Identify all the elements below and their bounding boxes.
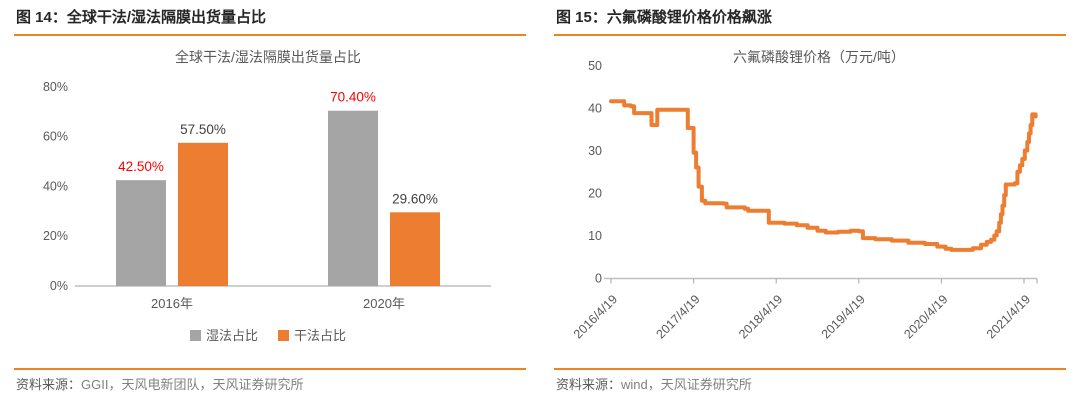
bar-2016年-干法占比 [178,142,228,286]
figure-14-panel: 图 14：全球干法/湿法隔膜出货量占比 全球干法/湿法隔膜出货量占比 0% 20% 4… [14,9,526,400]
x-axis-date-label: 2016/4/19 [571,292,620,341]
x-axis-category-label: 2020年 [363,296,405,311]
y-axis-tick-label: 0 [595,272,602,286]
y-axis-tick-label: 40% [43,179,68,193]
lipf6-price-line-chart: 六氟磷酸锂价格（万元/吨） 0 10 20 30 40 50 2016/4/19 2017/4/… [571,49,1038,341]
bar-value-label: 42.50% [118,159,164,174]
y-axis-tick-label: 20% [43,229,68,243]
bar-2016年-湿法占比 [116,180,166,286]
bar-2020年-干法占比 [390,212,440,286]
bar-value-label: 70.40% [330,90,376,105]
y-axis-tick-label: 40 [588,102,602,116]
wet-dry-separator-bar-chart: 全球干法/湿法隔膜出货量占比 0% 20% 40% 60% 80% 42.50% 70.40%… [43,49,491,343]
x-axis-date-label: 2018/4/19 [736,292,785,341]
figure-15-header: 图 15：六氟磷酸锂价格价格飙涨 [556,9,772,26]
figure-15-panel: 图 15：六氟磷酸锂价格价格飙涨 六氟磷酸锂价格（万元/吨） 0 10 20 30 40 5… [540,0,1080,400]
figure-14-header-rule [14,34,526,36]
source-text: wind，天风证券研究所 [621,377,752,392]
source-label: 资料来源： [16,377,82,392]
x-axis-date-label: 2017/4/19 [654,292,703,341]
bar-value-label: 57.50% [180,122,226,137]
y-axis-tick-label: 10 [588,229,602,243]
figure-14-source: 资料来源：GGII，天风电新团队，天风证券研究所 [14,368,526,400]
source-label: 资料来源： [556,377,622,392]
x-axis-date-label: 2021/4/19 [984,292,1033,341]
bar-2020年-湿法占比 [328,110,378,286]
y-axis-tick-label: 50 [588,59,602,73]
bar-chart-container: 全球干法/湿法隔膜出货量占比 0% 20% 40% 60% 80% 42.50% 70.40%… [14,36,526,368]
x-axis-date-label: 2020/4/19 [901,292,950,341]
y-axis-tick-label: 60% [43,130,68,144]
legend-label: 湿法占比 [206,328,258,343]
line-chart-title: 六氟磷酸锂价格（万元/吨） [733,49,905,65]
legend-swatch [278,330,289,341]
x-axis-date-label: 2019/4/19 [819,292,868,341]
line-chart-container: 六氟磷酸锂价格（万元/吨） 0 10 20 30 40 50 2016/4/19 2017/4/… [554,36,1066,368]
lipf6-price-line [609,99,1038,252]
figure-14-header: 图 14：全球干法/湿法隔膜出货量占比 [16,9,267,26]
bar-chart-title: 全球干法/湿法隔膜出货量占比 [175,49,361,65]
x-axis-category-label: 2016年 [151,296,193,311]
bar-value-label: 29.60% [392,191,438,206]
figure-15-source: 资料来源：wind，天风证券研究所 [554,368,1066,400]
y-axis-tick-label: 20 [588,187,602,201]
legend-label: 干法占比 [294,328,346,343]
figure-15-header-rule [554,34,1066,36]
source-text: GGII，天风电新团队，天风证券研究所 [81,377,304,392]
y-axis-tick-label: 0% [50,279,68,293]
y-axis-tick-label: 30 [588,144,602,158]
y-axis-tick-label: 80% [43,80,68,94]
legend-swatch [190,330,201,341]
